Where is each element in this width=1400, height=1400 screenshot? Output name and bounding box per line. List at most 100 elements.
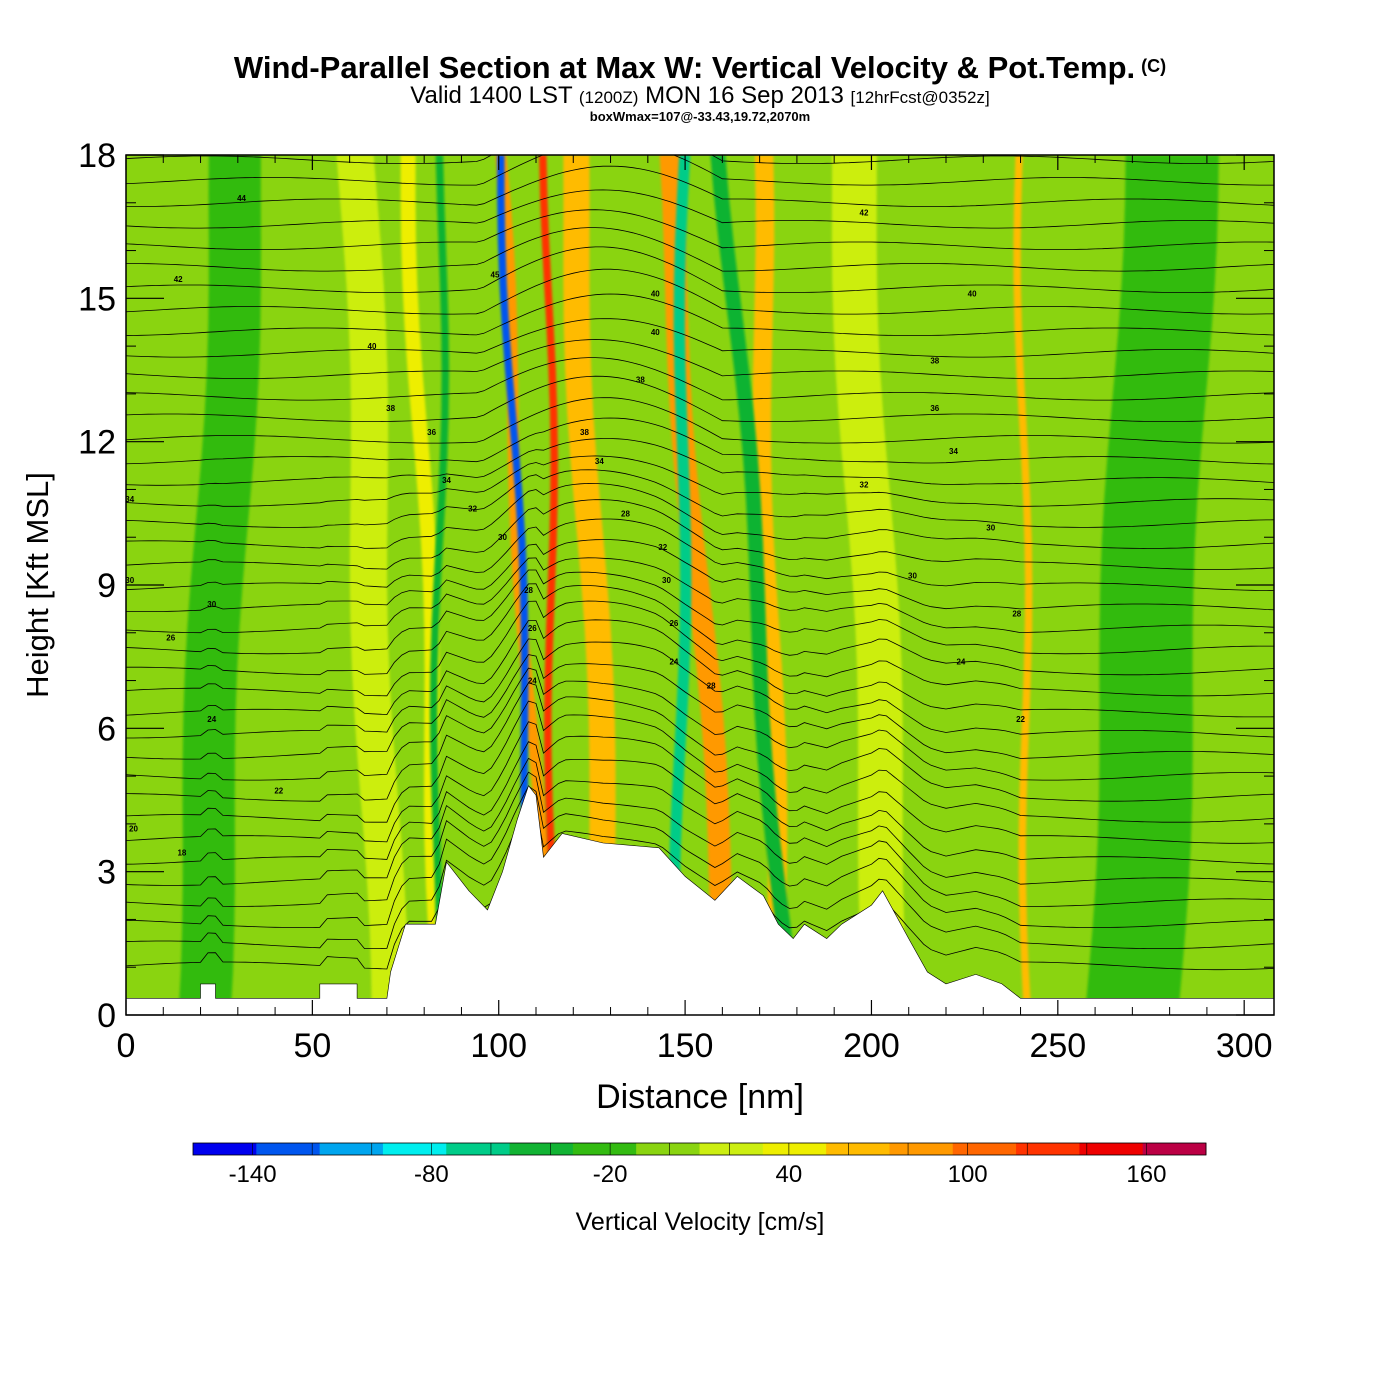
theta-contour — [126, 189, 1274, 229]
x-tick-label: 250 — [1029, 1027, 1086, 1065]
colorbar-swatch — [1079, 1143, 1144, 1155]
theta-contour — [126, 107, 1274, 142]
chart-title: Wind-Parallel Section at Max W: Vertical… — [0, 50, 1400, 86]
theta-contour — [126, 619, 1274, 718]
y-tick-label: 3 — [97, 854, 116, 892]
theta-contour — [126, 357, 1274, 401]
colorbar-frame — [192, 1142, 1207, 1156]
colorbar-tick-label: 40 — [776, 1161, 803, 1188]
colorbar-swatch — [1016, 1143, 1080, 1155]
theta-contour-label: 34 — [442, 476, 451, 485]
y-tick-label: 0 — [97, 997, 116, 1035]
theta-contour-label: 34 — [595, 457, 604, 466]
x-tick-label: 150 — [657, 1027, 714, 1065]
theta-contour-label: 34 — [949, 447, 958, 456]
updraft-band — [336, 155, 409, 1015]
theta-contour — [126, 557, 1274, 634]
theta-contour-label: 28 — [524, 586, 533, 595]
theta-contour-label: 28 — [621, 509, 630, 518]
theta-contour-label: 32 — [860, 481, 869, 490]
theta-contour — [126, 438, 1274, 486]
downdraft-band — [497, 155, 540, 1015]
theta-contour-label: 38 — [580, 428, 589, 437]
theta-contour — [126, 293, 1274, 336]
theta-contour-label: 40 — [368, 342, 377, 351]
terrain — [126, 785, 1274, 1015]
theta-contour-label: 36 — [427, 428, 436, 437]
theta-contour-label: 30 — [498, 533, 507, 542]
colorbar-tick-label: -80 — [414, 1161, 449, 1188]
theta-contour — [126, 227, 1274, 272]
theta-contour-label: 24 — [528, 677, 537, 686]
theta-contour-label: 24 — [669, 657, 678, 666]
y-tick-label: 9 — [97, 567, 116, 605]
theta-contour-label: 42 — [860, 208, 869, 217]
theta-contour — [126, 417, 1274, 465]
theta-contour — [126, 802, 1274, 949]
colorbar-swatch — [446, 1143, 511, 1155]
theta-contour — [126, 785, 1274, 929]
theta-contour — [126, 583, 1274, 676]
colorbar-swatch — [509, 1143, 574, 1155]
theta-contour — [126, 155, 1274, 164]
theta-contour-label: 32 — [658, 543, 667, 552]
theta-contour — [126, 209, 1274, 250]
theta-contour-label: 26 — [669, 619, 678, 628]
theta-contour-label: 28 — [1012, 610, 1021, 619]
x-tick-label: 0 — [117, 1027, 136, 1065]
theta-contour-label: 38 — [930, 356, 939, 365]
x-tick-label: 100 — [470, 1027, 527, 1065]
valid-date: MON 16 Sep 2013 — [645, 82, 844, 109]
theta-contour-label: 22 — [1016, 715, 1025, 724]
theta-contour — [126, 455, 1274, 507]
theta-contour-label: 30 — [207, 600, 216, 609]
y-tick-label: 6 — [97, 710, 116, 748]
theta-contour — [126, 518, 1274, 591]
theta-contour — [126, 721, 1274, 844]
theta-contour-label: 30 — [125, 576, 134, 585]
colorbar-swatch — [319, 1143, 384, 1155]
colorbar-swatch — [889, 1143, 954, 1155]
colorbar-tick-label: -20 — [593, 1161, 628, 1188]
theta-contour — [126, 318, 1274, 358]
theta-contour-label: 24 — [956, 657, 965, 666]
theta-contour-label: 30 — [908, 571, 917, 580]
box-wmax-info: boxWmax=107@-33.43,19.72,2070m — [589, 109, 811, 124]
copyright-mark: (C) — [1141, 56, 1167, 76]
theta-contour-label: 22 — [274, 786, 283, 795]
theta-contours — [126, 107, 1274, 971]
theta-contour-label: 44 — [237, 194, 246, 203]
theta-contour — [126, 107, 1274, 120]
colorbar-tick-label: 160 — [1126, 1161, 1166, 1188]
theta-contour — [126, 569, 1274, 655]
theta-contour-label: 32 — [468, 505, 477, 514]
updraft-band — [563, 155, 620, 1015]
x-tick-label: 300 — [1216, 1027, 1273, 1065]
theta-contour-label: 38 — [386, 404, 395, 413]
theta-contour-label: 30 — [986, 524, 995, 533]
valid-utc: (1200Z) — [578, 88, 639, 107]
updraft-band — [831, 155, 910, 1015]
colorbar-swatch — [1142, 1143, 1207, 1155]
theta-contour — [126, 741, 1274, 865]
downdraft-band — [710, 155, 801, 1015]
theta-contour-label: 18 — [177, 849, 186, 858]
theta-contour — [126, 600, 1274, 697]
colorbar-swatch — [699, 1143, 764, 1155]
colorbar-swatch — [572, 1143, 637, 1155]
valid-time: Valid 1400 LST — [410, 82, 573, 109]
theta-contour — [126, 469, 1274, 528]
theta-contour-label: 40 — [651, 290, 660, 299]
theta-contour — [126, 757, 1274, 886]
downdraft-band — [429, 155, 450, 1015]
theta-contour-label: 26 — [528, 624, 537, 633]
theta-contour-label: 28 — [707, 681, 716, 690]
chart-title-text: Wind-Parallel Section at Max W: Vertical… — [233, 50, 1136, 85]
colorbar-swatch — [826, 1143, 890, 1155]
theta-contour-label: 20 — [129, 825, 138, 834]
colorbar: -140 -80 -20 40 100 160 — [192, 1142, 1207, 1188]
y-tick-label: 18 — [78, 137, 116, 175]
x-tick-label: 50 — [293, 1027, 331, 1065]
theta-contour-label: 36 — [930, 404, 939, 413]
